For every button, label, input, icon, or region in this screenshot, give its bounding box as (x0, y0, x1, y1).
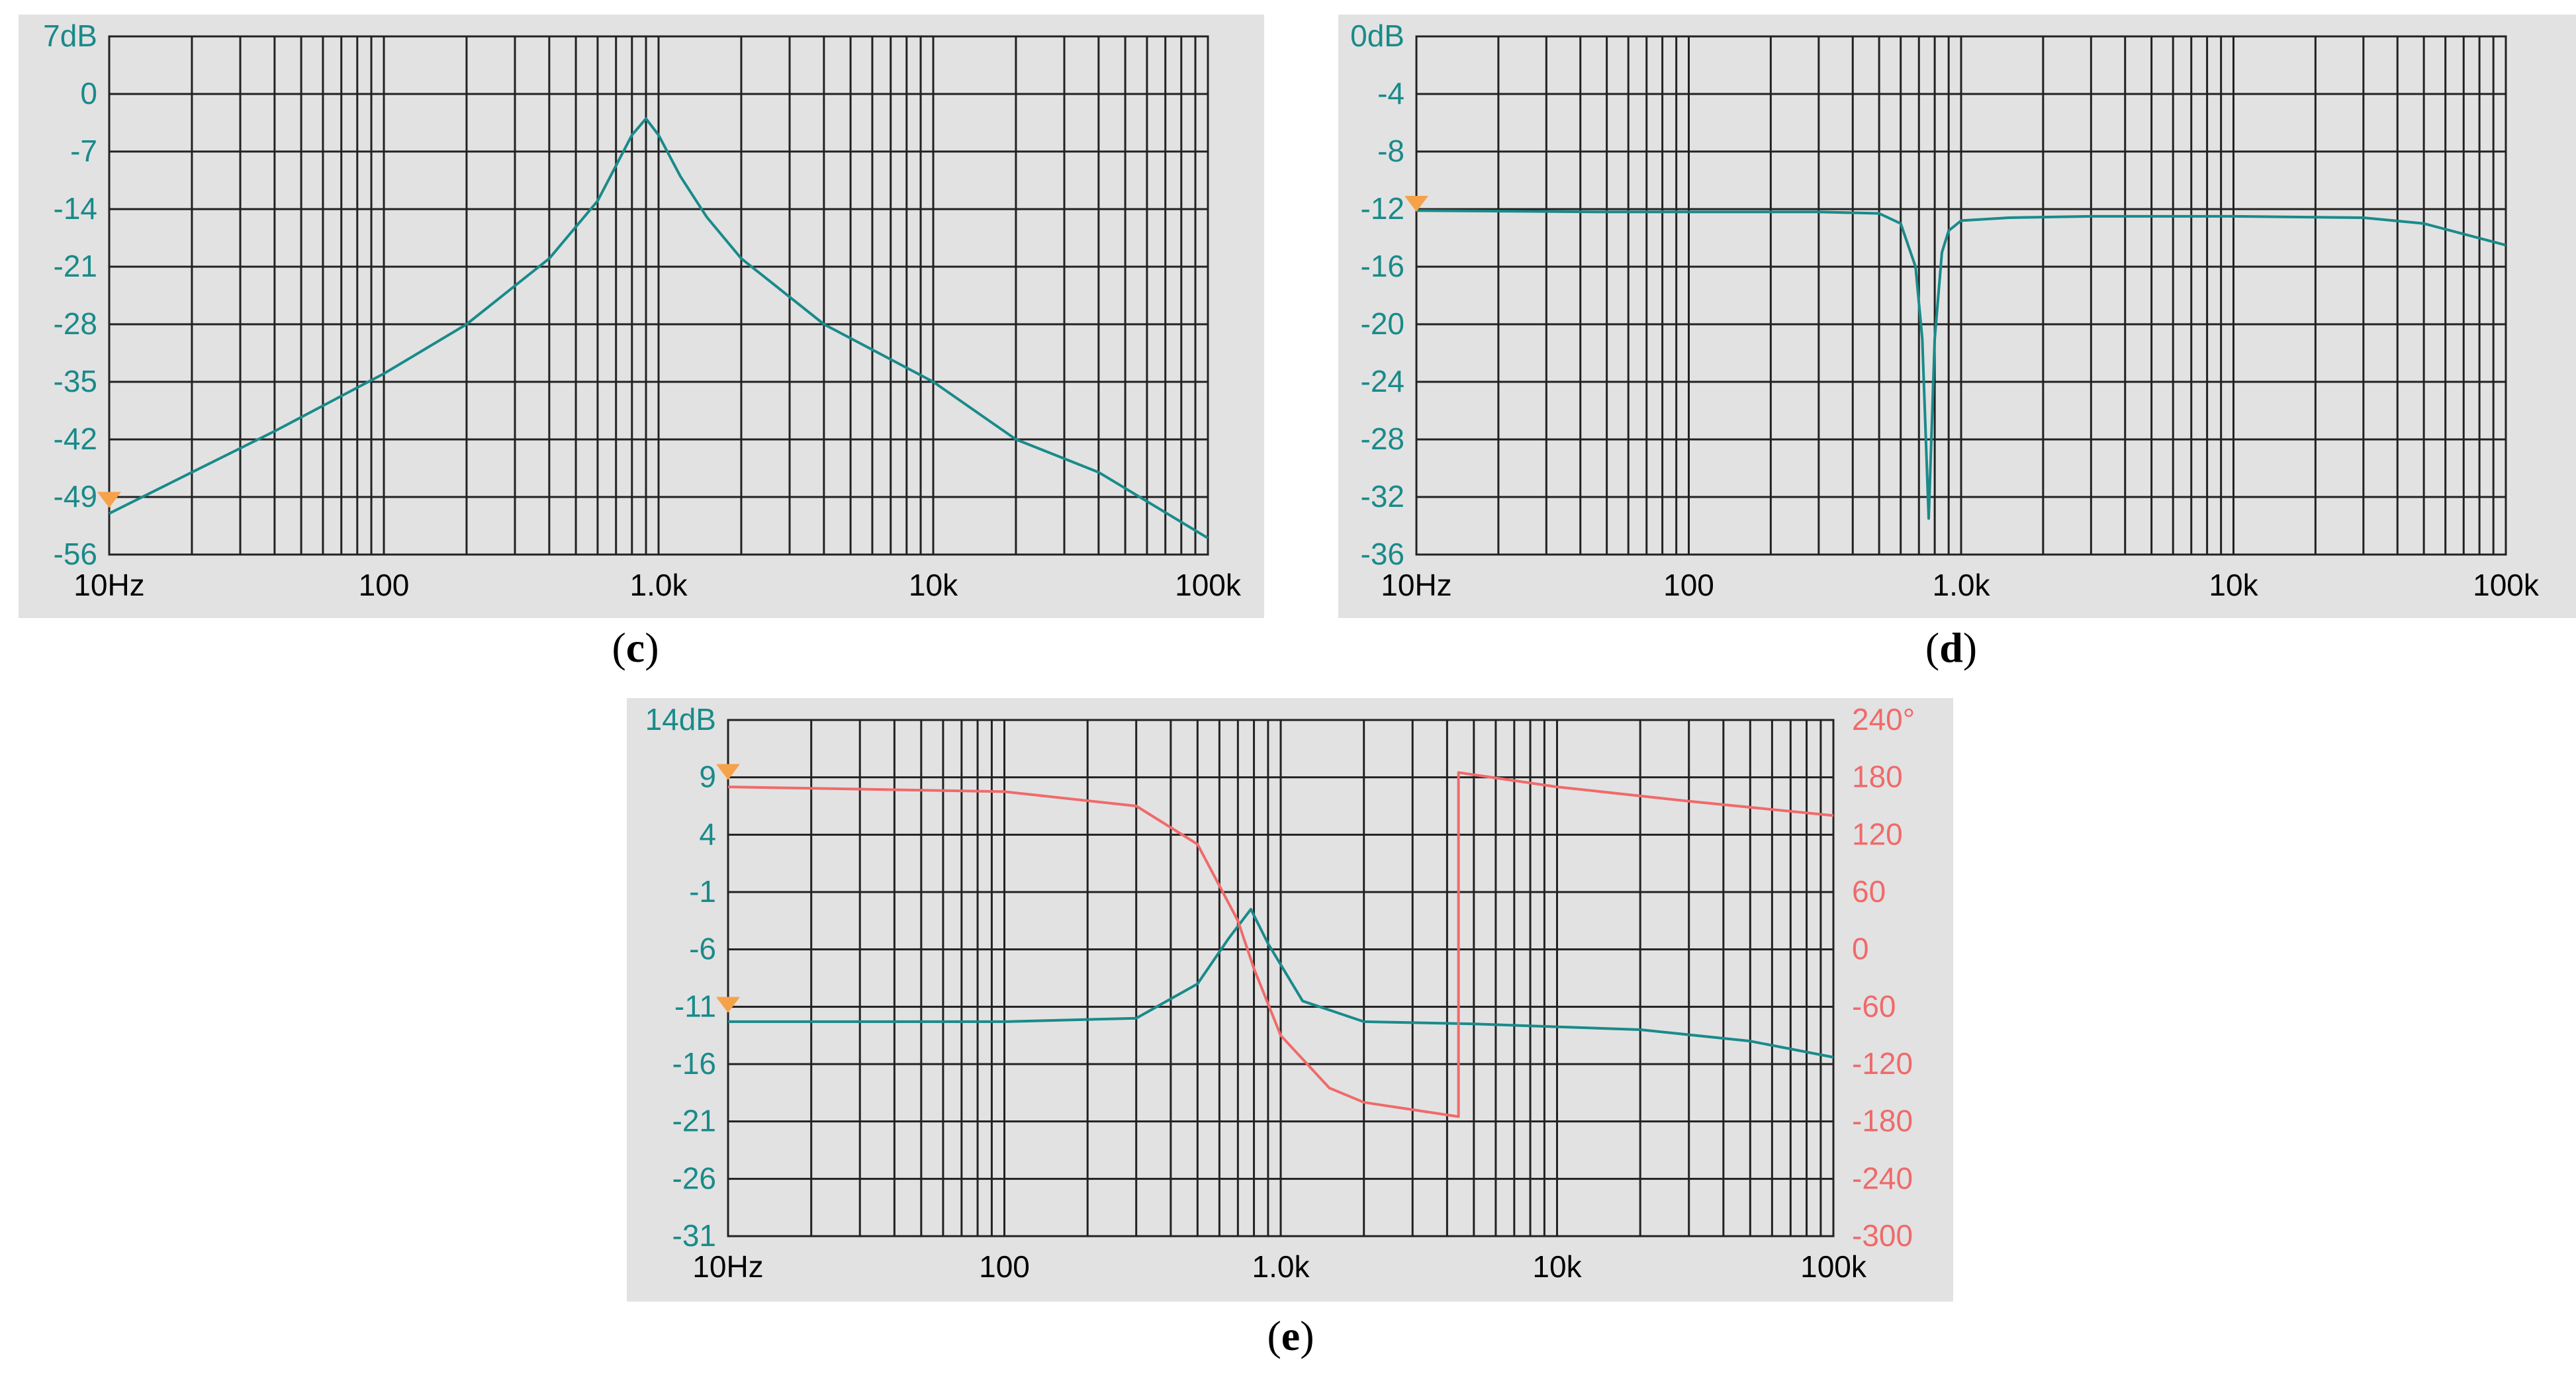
y-tick-label: -16 (672, 1046, 716, 1081)
y-tick-label: 0 (80, 76, 97, 111)
chart-e: 14dB 9 4 -1 -6 -11 -16 -21 -26 -31 240° 180 120 60 0 -6… (627, 698, 1953, 1359)
y-tick-label: -56 (54, 537, 97, 571)
x-tick-label: 10Hz (73, 568, 144, 602)
y2-tick-label: -300 (1852, 1218, 1913, 1253)
y2-tick-label: -240 (1852, 1161, 1913, 1195)
y2-tick-label: 180 (1852, 760, 1903, 794)
chart-d-panel (1338, 15, 2576, 618)
x-tick-label: 100k (1800, 1249, 1867, 1284)
y-tick-label: -26 (672, 1161, 716, 1195)
x-tick-label: 10k (909, 568, 958, 602)
y-tick-label: -28 (1361, 422, 1404, 456)
x-tick-label: 10Hz (1381, 568, 1451, 602)
y2-tick-label: -180 (1852, 1104, 1913, 1138)
chart-e-plot-border (727, 719, 1835, 1237)
x-tick-label: 1.0k (1252, 1249, 1311, 1284)
y-tick-label: 4 (699, 817, 716, 851)
y-tick-label: -49 (54, 479, 97, 514)
y-tick-label: -42 (54, 422, 97, 456)
y2-tick-label: 240° (1852, 702, 1915, 737)
series-phase-line (727, 771, 1834, 1118)
x-tick-label: 10k (2209, 568, 2258, 602)
y2-tick-label: -120 (1852, 1046, 1913, 1081)
y-tick-label: -36 (1361, 537, 1404, 571)
y-tick-label: -6 (689, 932, 716, 966)
x-tick-label: 100k (1175, 568, 1242, 602)
y2-tick-label: -60 (1852, 989, 1896, 1023)
y-tick-label: -32 (1361, 479, 1404, 514)
y-tick-label: -21 (54, 249, 97, 283)
y-tick-label: -35 (54, 364, 97, 398)
y-tick-label: -4 (1377, 76, 1404, 111)
y-tick-label: 9 (699, 760, 716, 794)
series-magnitude-line (1416, 209, 2507, 520)
chart-c-caption: (c) (612, 624, 659, 671)
y-tick-label: -8 (1377, 134, 1404, 168)
y2-tick-label: 120 (1852, 817, 1903, 851)
y2-tick-label: 60 (1852, 874, 1886, 909)
chart-e-panel (627, 698, 1953, 1302)
y-tick-label: -16 (1361, 249, 1404, 283)
y-tick-label: -21 (672, 1104, 716, 1138)
chart-c-panel (19, 15, 1264, 618)
level-marker (97, 492, 121, 508)
x-tick-label: 100 (979, 1249, 1030, 1284)
y2-tick-label: 0 (1852, 932, 1869, 966)
y-tick-label: -14 (54, 191, 97, 226)
x-tick-label: 1.0k (630, 568, 688, 602)
y-tick-label: 7dB (43, 19, 97, 53)
level-marker (716, 997, 740, 1013)
chart-d-plot-border (1415, 35, 2507, 556)
chart-e-caption: (e) (1267, 1312, 1314, 1359)
y-tick-label: -24 (1361, 364, 1404, 398)
series-magnitude-line (109, 117, 1209, 539)
x-tick-label: 10Hz (692, 1249, 763, 1284)
y-tick-label: 0dB (1350, 19, 1404, 53)
y-tick-label: -11 (674, 989, 716, 1023)
x-tick-label: 100 (1663, 568, 1714, 602)
y-tick-label: -7 (70, 134, 97, 168)
level-marker (1404, 196, 1428, 212)
y-tick-label: -1 (689, 874, 716, 909)
level-marker (716, 764, 740, 780)
chart-d-caption: (d) (1925, 624, 1977, 671)
x-tick-label: 100 (359, 568, 410, 602)
x-tick-label: 1.0k (1933, 568, 1991, 602)
x-tick-label: 10k (1532, 1249, 1582, 1284)
y-tick-label: -28 (54, 306, 97, 341)
series-magnitude-line (728, 908, 1834, 1059)
y-tick-label: -12 (1361, 191, 1404, 226)
y-tick-label: 14dB (645, 702, 716, 737)
x-tick-label: 100k (2473, 568, 2540, 602)
y-tick-label: -31 (672, 1218, 716, 1253)
y-tick-label: -20 (1361, 306, 1404, 341)
chart-c-plot-border (108, 35, 1209, 556)
